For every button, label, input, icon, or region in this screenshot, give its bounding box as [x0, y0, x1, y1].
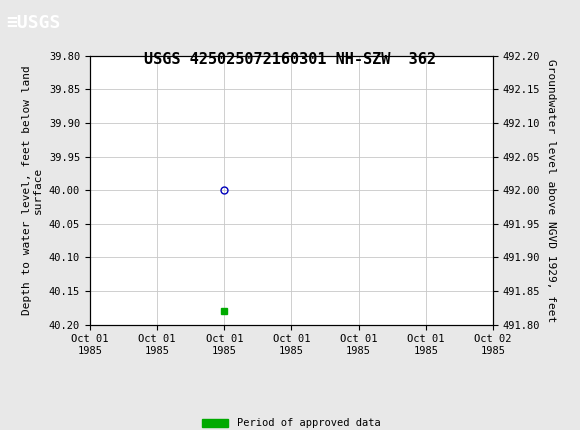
Text: USGS 425025072160301 NH-SZW  362: USGS 425025072160301 NH-SZW 362 — [144, 52, 436, 67]
Legend: Period of approved data: Period of approved data — [198, 414, 385, 430]
Text: ≡USGS: ≡USGS — [6, 14, 60, 31]
Y-axis label: Groundwater level above NGVD 1929, feet: Groundwater level above NGVD 1929, feet — [546, 58, 556, 322]
Y-axis label: Depth to water level, feet below land
surface: Depth to water level, feet below land su… — [22, 65, 44, 315]
